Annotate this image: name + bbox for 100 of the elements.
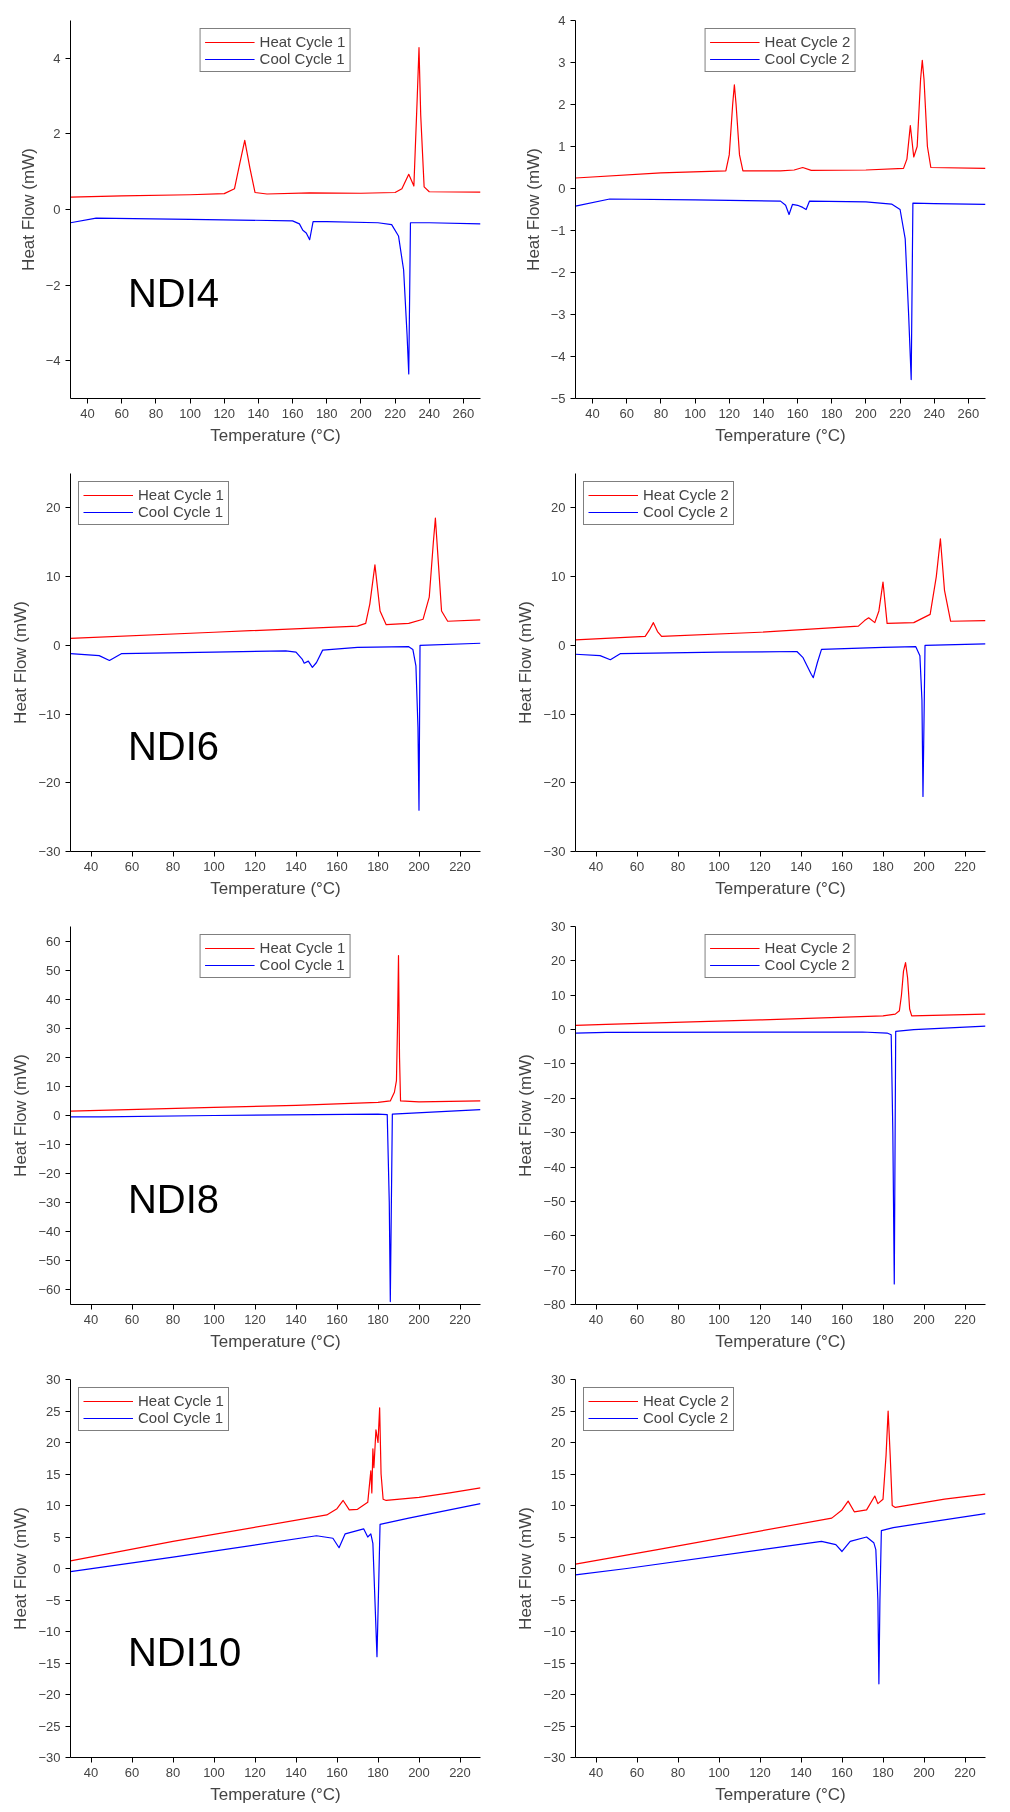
x-tick-label: 60 bbox=[629, 1764, 645, 1780]
x-tick-label: 100 bbox=[708, 1311, 730, 1327]
x-tick-label: 120 bbox=[749, 1764, 771, 1780]
x-tick-label: 100 bbox=[203, 1764, 225, 1780]
annotation: NDI8 bbox=[127, 1177, 220, 1222]
y-tick-label: −20 bbox=[543, 775, 566, 791]
line-series bbox=[575, 538, 986, 641]
x-tick-label: 80 bbox=[165, 1764, 181, 1780]
y-tick-label: 10 bbox=[46, 1498, 61, 1513]
line-series bbox=[70, 1407, 481, 1562]
x-tick-label: 80 bbox=[148, 405, 164, 421]
y-tick-label: 10 bbox=[551, 1498, 566, 1513]
x-tick-label: 40 bbox=[588, 1311, 604, 1327]
x-tick-label: 200 bbox=[350, 405, 372, 421]
x-tick-label: 40 bbox=[83, 1311, 99, 1327]
x-tick-label: 120 bbox=[749, 1311, 771, 1327]
legend-label: Cool Cycle 1 bbox=[138, 503, 224, 520]
y-tick-label: −4 bbox=[45, 353, 61, 369]
x-tick-label: 160 bbox=[326, 1311, 348, 1327]
x-tick-label: 60 bbox=[619, 405, 634, 421]
x-tick-label: 40 bbox=[83, 858, 99, 874]
x-tick-label: 40 bbox=[83, 1764, 99, 1780]
y-tick-label: 0 bbox=[558, 637, 566, 653]
x-axis-title: Temperature (°C) bbox=[715, 878, 846, 898]
x-tick-label: 240 bbox=[418, 405, 441, 421]
x-tick-label: 80 bbox=[165, 858, 181, 874]
line-series bbox=[575, 1513, 986, 1685]
x-tick-label: 220 bbox=[954, 858, 976, 874]
x-tick-label: 260 bbox=[957, 405, 980, 421]
legend-label: Cool Cycle 2 bbox=[643, 503, 729, 520]
y-tick-label: −60 bbox=[543, 1228, 566, 1244]
y-tick-label: −1 bbox=[550, 223, 566, 238]
y-tick-label: −60 bbox=[38, 1282, 61, 1298]
x-tick-label: 80 bbox=[670, 858, 686, 874]
y-tick-label: 20 bbox=[551, 1435, 566, 1450]
y-tick-label: −70 bbox=[543, 1262, 566, 1278]
y-axis-title: Heat Flow (mW) bbox=[18, 148, 38, 271]
x-tick-label: 100 bbox=[708, 1764, 730, 1780]
x-tick-label: 80 bbox=[165, 1311, 181, 1327]
y-axis-title: Heat Flow (mW) bbox=[516, 1054, 536, 1177]
y-tick-label: −30 bbox=[38, 1195, 61, 1211]
legend-label: Heat Cycle 1 bbox=[138, 1392, 224, 1409]
x-tick-label: 140 bbox=[285, 858, 307, 874]
x-tick-label: 100 bbox=[684, 405, 706, 421]
x-tick-label: 180 bbox=[872, 858, 894, 874]
y-tick-label: 20 bbox=[46, 1049, 61, 1065]
legend-label: Cool Cycle 1 bbox=[259, 956, 345, 973]
annotation: NDI6 bbox=[127, 724, 220, 769]
y-tick-label: 2 bbox=[53, 126, 61, 142]
legend-label: Heat Cycle 2 bbox=[764, 939, 851, 956]
y-tick-label: −25 bbox=[38, 1718, 61, 1734]
y-tick-label: 10 bbox=[46, 1078, 61, 1094]
x-tick-label: 200 bbox=[408, 858, 430, 874]
x-tick-label: 180 bbox=[872, 1311, 894, 1327]
y-tick-label: −10 bbox=[38, 1137, 61, 1153]
y-tick-label: 10 bbox=[46, 569, 61, 585]
y-tick-label: −30 bbox=[543, 1125, 566, 1141]
y-tick-label: −15 bbox=[543, 1655, 566, 1671]
x-tick-label: 180 bbox=[872, 1764, 894, 1780]
x-tick-label: 120 bbox=[213, 405, 236, 421]
y-tick-label: 0 bbox=[53, 637, 61, 653]
x-tick-label: 140 bbox=[790, 1311, 812, 1327]
x-axis-title: Temperature (°C) bbox=[715, 1331, 846, 1351]
y-tick-label: 5 bbox=[558, 1529, 566, 1545]
x-axis-title: Temperature (°C) bbox=[715, 1784, 846, 1804]
y-tick-label: 25 bbox=[551, 1403, 566, 1419]
x-tick-label: 200 bbox=[408, 1311, 430, 1327]
y-axis-title: Heat Flow (mW) bbox=[516, 601, 536, 724]
y-tick-label: 4 bbox=[558, 13, 566, 28]
x-tick-label: 220 bbox=[449, 858, 471, 874]
x-tick-label: 80 bbox=[670, 1311, 686, 1327]
y-tick-label: 0 bbox=[53, 202, 61, 217]
y-tick-label: −30 bbox=[38, 844, 61, 859]
x-tick-label: 160 bbox=[786, 405, 809, 421]
y-tick-label: −30 bbox=[38, 1750, 61, 1765]
x-tick-label: 60 bbox=[629, 1311, 645, 1327]
y-tick-label: −40 bbox=[38, 1224, 61, 1240]
x-axis-title: Temperature (°C) bbox=[715, 425, 846, 445]
y-axis-title: Heat Flow (mW) bbox=[11, 601, 31, 724]
y-tick-label: −30 bbox=[543, 1750, 566, 1765]
x-tick-label: 220 bbox=[954, 1764, 976, 1780]
x-tick-label: 180 bbox=[315, 405, 338, 421]
y-tick-label: −10 bbox=[543, 706, 566, 722]
y-tick-label: 1 bbox=[558, 139, 566, 154]
line-series bbox=[70, 954, 481, 1112]
y-tick-label: 3 bbox=[558, 55, 566, 70]
line-series bbox=[70, 217, 481, 375]
y-tick-label: −30 bbox=[543, 844, 566, 859]
annotation: NDI10 bbox=[127, 1630, 242, 1675]
y-tick-label: −5 bbox=[550, 1592, 566, 1608]
x-tick-label: 140 bbox=[790, 1764, 812, 1780]
y-axis-title: Heat Flow (mW) bbox=[11, 1054, 31, 1177]
x-tick-label: 160 bbox=[326, 858, 348, 874]
y-tick-label: 30 bbox=[551, 919, 566, 934]
x-tick-label: 40 bbox=[588, 1764, 604, 1780]
x-tick-label: 140 bbox=[752, 405, 775, 421]
y-tick-label: −20 bbox=[543, 1687, 566, 1702]
y-tick-label: 0 bbox=[558, 1022, 566, 1038]
x-tick-label: 40 bbox=[588, 858, 604, 874]
x-tick-label: 180 bbox=[367, 1764, 389, 1780]
